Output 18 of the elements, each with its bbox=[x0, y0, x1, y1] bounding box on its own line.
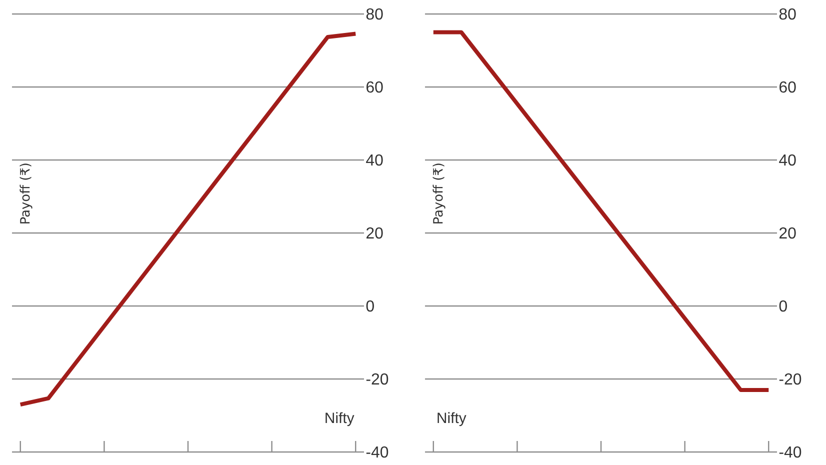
y-tick-label: -20 bbox=[366, 373, 388, 385]
y-tick-label: 20 bbox=[780, 227, 796, 239]
x-axis-title: Nifty bbox=[326, 412, 354, 426]
y-tick-label: 80 bbox=[779, 8, 796, 20]
y-tick-label: 80 bbox=[366, 8, 383, 20]
y-axis-title: Payoff (₹) bbox=[432, 164, 446, 224]
y-tick-label: 40 bbox=[779, 154, 796, 166]
y-tick-label: -20 bbox=[779, 373, 802, 385]
y-tick-label: 0 bbox=[779, 300, 787, 312]
y-tick-label: 20 bbox=[366, 227, 383, 239]
y-tick-label: 60 bbox=[780, 81, 796, 93]
y-tick-label: 60 bbox=[366, 81, 383, 93]
y-tick-label: 40 bbox=[366, 154, 383, 166]
y-tick-label: 0 bbox=[366, 300, 374, 312]
y-tick-label: -40 bbox=[366, 446, 388, 458]
y-tick-label: -40 bbox=[779, 446, 802, 458]
x-axis-title: Nifty bbox=[438, 412, 466, 426]
y-axis-title: Payoff (₹) bbox=[20, 164, 32, 224]
